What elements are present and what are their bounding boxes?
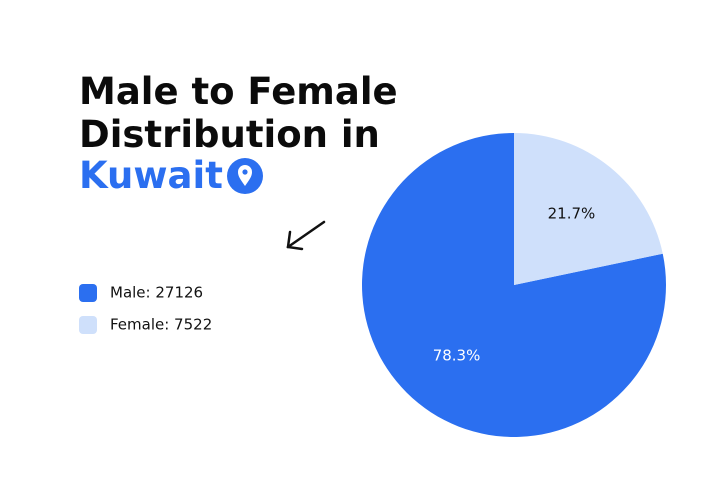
legend-swatch xyxy=(79,316,97,334)
location-icon xyxy=(227,158,263,194)
pie-slice xyxy=(514,133,663,285)
pie: 78.3% 21.7% xyxy=(362,133,666,437)
slice-label: 21.7% xyxy=(548,205,596,223)
chart-title-line: Distribution in xyxy=(79,113,380,156)
legend-label: Female: 7522 xyxy=(110,316,212,334)
arrow-icon xyxy=(286,220,326,251)
legend-label: Male: 27126 xyxy=(110,284,203,302)
legend: Male: 27126 Female: 7522 xyxy=(79,284,212,334)
chart-title-line: Male to Female xyxy=(79,70,398,113)
chart-title-place: Kuwait xyxy=(79,154,223,197)
slice-label: 78.3% xyxy=(433,346,481,364)
legend-swatch xyxy=(79,284,97,302)
